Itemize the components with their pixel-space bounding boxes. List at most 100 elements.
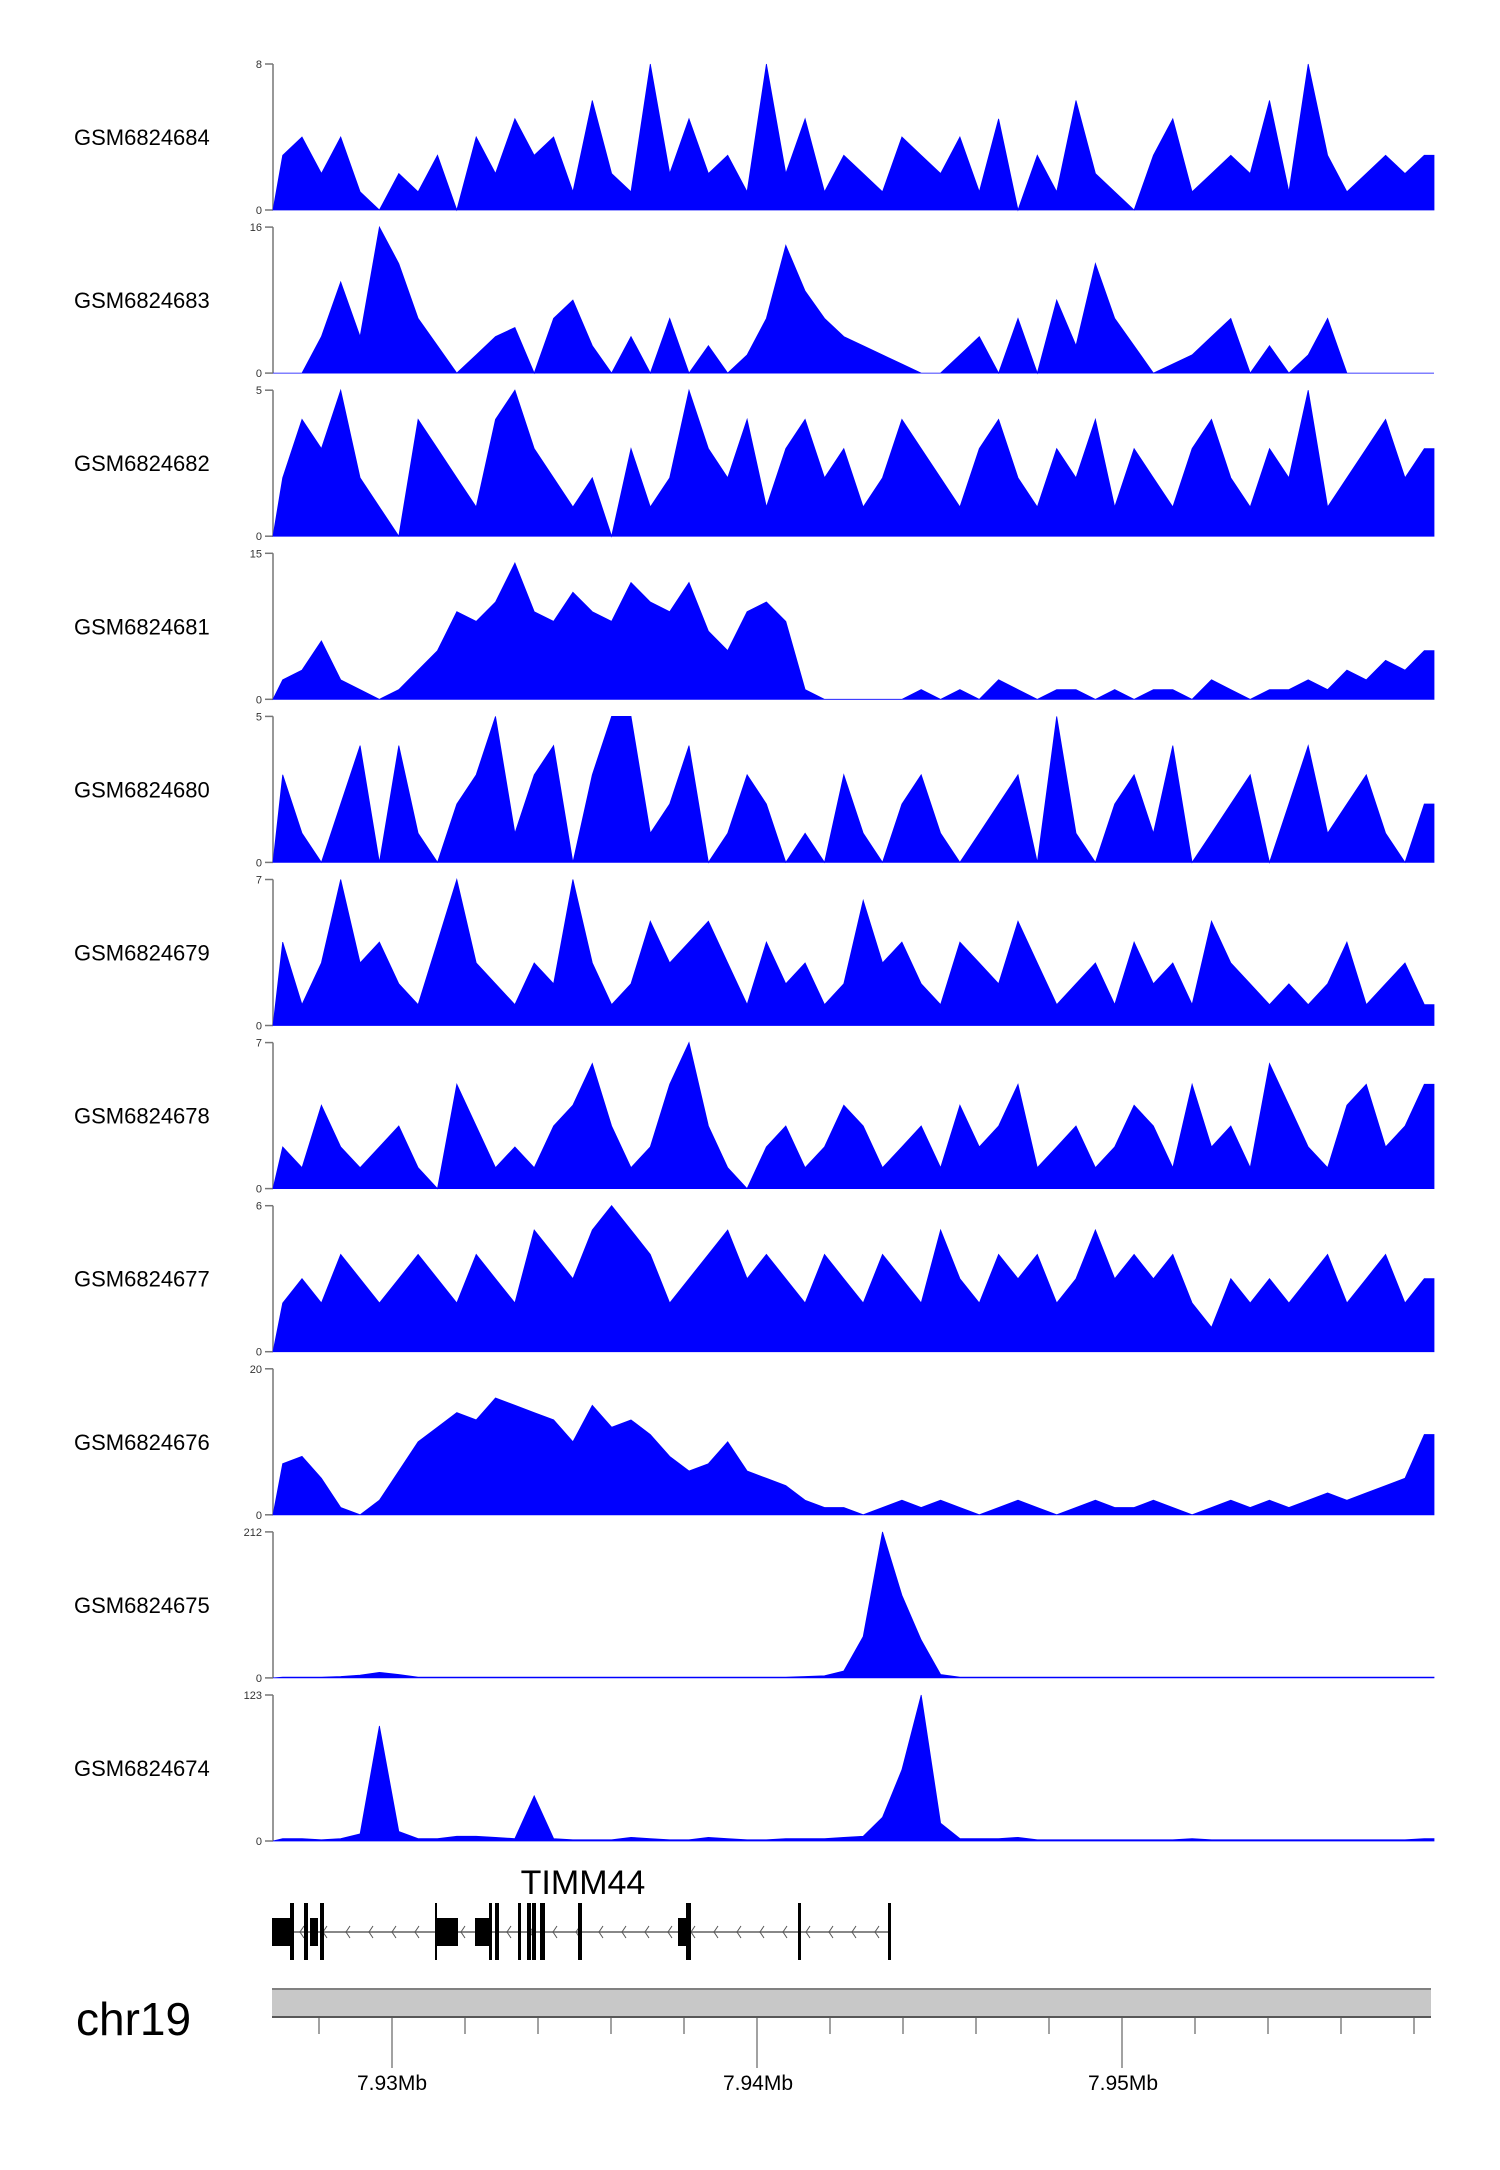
x-tick-label-7.95: 7.95Mb bbox=[1088, 2072, 1158, 2095]
exon bbox=[489, 1903, 492, 1960]
y-tick-label-min: 0 bbox=[256, 1836, 262, 1848]
chromosome-bar bbox=[272, 1988, 1431, 2018]
coverage-area bbox=[272, 716, 1435, 864]
track-GSM6824674: GSM6824674 123 0 bbox=[74, 1690, 1435, 1848]
exon bbox=[495, 1903, 499, 1960]
exon bbox=[527, 1903, 531, 1960]
y-tick-label-max: 5 bbox=[256, 711, 262, 723]
exon bbox=[320, 1903, 324, 1960]
track-GSM6824683: GSM6824683 16 0 bbox=[74, 222, 1434, 380]
coverage-area bbox=[272, 1041, 1435, 1190]
exon bbox=[578, 1903, 582, 1960]
gene-label: TIMM44 bbox=[521, 1864, 646, 1902]
y-tick-label-min: 0 bbox=[256, 1673, 262, 1685]
track-label: GSM6824683 bbox=[74, 288, 210, 313]
track-GSM6824676: GSM6824676 20 0 bbox=[74, 1364, 1435, 1522]
exon bbox=[888, 1903, 891, 1960]
ideogram-track: chr19 7.93Mb 7.94Mb 7.95Mb bbox=[76, 1988, 1431, 2095]
coverage-tracks: GSM682468480GSM6824683160GSM682468250GSM… bbox=[74, 59, 1435, 1848]
y-tick-label-max: 5 bbox=[256, 385, 262, 397]
strand-arrow-icon bbox=[805, 1925, 811, 1939]
coverage-area bbox=[273, 225, 1434, 375]
strand-arrow-icon bbox=[874, 1925, 880, 1939]
coverage-area bbox=[272, 1531, 1435, 1679]
track-label: GSM6824684 bbox=[74, 125, 210, 150]
strand-arrow-icon bbox=[713, 1925, 719, 1939]
coverage-area bbox=[272, 1694, 1435, 1842]
track-label: GSM6824679 bbox=[74, 941, 210, 966]
coverage-area bbox=[272, 63, 1435, 212]
strand-arrow-icon bbox=[828, 1925, 834, 1939]
strand-arrow-icon bbox=[414, 1925, 420, 1939]
y-tick-label-min: 0 bbox=[256, 205, 262, 217]
track-label: GSM6824675 bbox=[74, 1593, 210, 1618]
exon bbox=[272, 1918, 293, 1946]
strand-arrow-icon bbox=[644, 1925, 650, 1939]
strand-arrow-icon bbox=[368, 1925, 374, 1939]
track-label: GSM6824681 bbox=[74, 614, 210, 639]
exon bbox=[532, 1903, 536, 1960]
strand-arrow-icon bbox=[851, 1925, 857, 1939]
exon bbox=[540, 1903, 545, 1960]
gene-structure-timm44 bbox=[272, 1903, 891, 1960]
y-tick-label-min: 0 bbox=[256, 694, 262, 706]
track-GSM6824679: GSM6824679 7 0 bbox=[74, 875, 1435, 1033]
track-label: GSM6824674 bbox=[74, 1756, 210, 1781]
chromosome-label: chr19 bbox=[76, 1993, 191, 2045]
strand-arrow-icon bbox=[299, 1925, 305, 1939]
gene-model-track: TIMM44 bbox=[272, 1864, 891, 1960]
strand-arrow-icon bbox=[506, 1925, 512, 1939]
exon bbox=[436, 1918, 458, 1946]
strand-arrow-icon bbox=[345, 1925, 351, 1939]
track-GSM6824681: GSM6824681 15 0 bbox=[74, 548, 1435, 706]
y-tick-label-max: 8 bbox=[256, 59, 262, 71]
y-tick-label-max: 212 bbox=[244, 1527, 262, 1539]
strand-arrow-icon bbox=[667, 1925, 673, 1939]
y-tick-label-max: 7 bbox=[256, 1038, 262, 1050]
track-GSM6824675: GSM6824675 212 0 bbox=[74, 1527, 1435, 1685]
x-tick-label-7.93: 7.93Mb bbox=[357, 2072, 427, 2095]
exon bbox=[798, 1903, 801, 1960]
track-label: GSM6824680 bbox=[74, 777, 210, 802]
coverage-area bbox=[272, 388, 1435, 538]
exon bbox=[310, 1918, 318, 1946]
track-GSM6824682: GSM6824682 5 0 bbox=[74, 385, 1435, 543]
y-tick-label-max: 6 bbox=[256, 1201, 262, 1213]
y-tick-label-min: 0 bbox=[256, 368, 262, 380]
strand-arrow-icon bbox=[621, 1925, 627, 1939]
strand-arrow-icon bbox=[759, 1925, 765, 1939]
track-label: GSM6824678 bbox=[74, 1104, 210, 1129]
y-tick-label-min: 0 bbox=[256, 1347, 262, 1359]
strand-arrow-icon bbox=[552, 1925, 558, 1939]
y-tick-label-max: 15 bbox=[250, 548, 262, 560]
track-label: GSM6824677 bbox=[74, 1267, 210, 1292]
y-tick-label-max: 7 bbox=[256, 875, 262, 887]
track-GSM6824677: GSM6824677 6 0 bbox=[74, 1201, 1435, 1359]
track-GSM6824684: GSM6824684 8 0 bbox=[74, 59, 1435, 217]
coverage-area bbox=[272, 877, 1435, 1026]
exon bbox=[475, 1918, 490, 1946]
exon bbox=[304, 1903, 308, 1960]
strand-arrow-icon bbox=[598, 1925, 604, 1939]
y-tick-label-min: 0 bbox=[256, 1184, 262, 1196]
exon bbox=[290, 1903, 294, 1960]
coverage-area bbox=[272, 562, 1435, 700]
track-GSM6824680: GSM6824680 5 0 bbox=[74, 711, 1435, 869]
strand-arrow-icon bbox=[736, 1925, 742, 1939]
coverage-area bbox=[272, 1397, 1435, 1516]
track-label: GSM6824682 bbox=[74, 451, 210, 476]
coverage-area bbox=[272, 1205, 1435, 1353]
exon bbox=[518, 1903, 521, 1960]
genome-axis-ticks bbox=[318, 2018, 1415, 2068]
y-tick-label-max: 16 bbox=[250, 222, 262, 234]
x-tick-label-7.94: 7.94Mb bbox=[723, 2072, 793, 2095]
y-tick-label-min: 0 bbox=[256, 1510, 262, 1522]
strand-arrow-icon bbox=[782, 1925, 788, 1939]
track-GSM6824678: GSM6824678 7 0 bbox=[74, 1038, 1435, 1196]
strand-arrow-icon bbox=[391, 1925, 397, 1939]
y-tick-label-min: 0 bbox=[256, 857, 262, 869]
y-tick-label-min: 0 bbox=[256, 1021, 262, 1033]
strand-arrow-icon bbox=[460, 1925, 466, 1939]
